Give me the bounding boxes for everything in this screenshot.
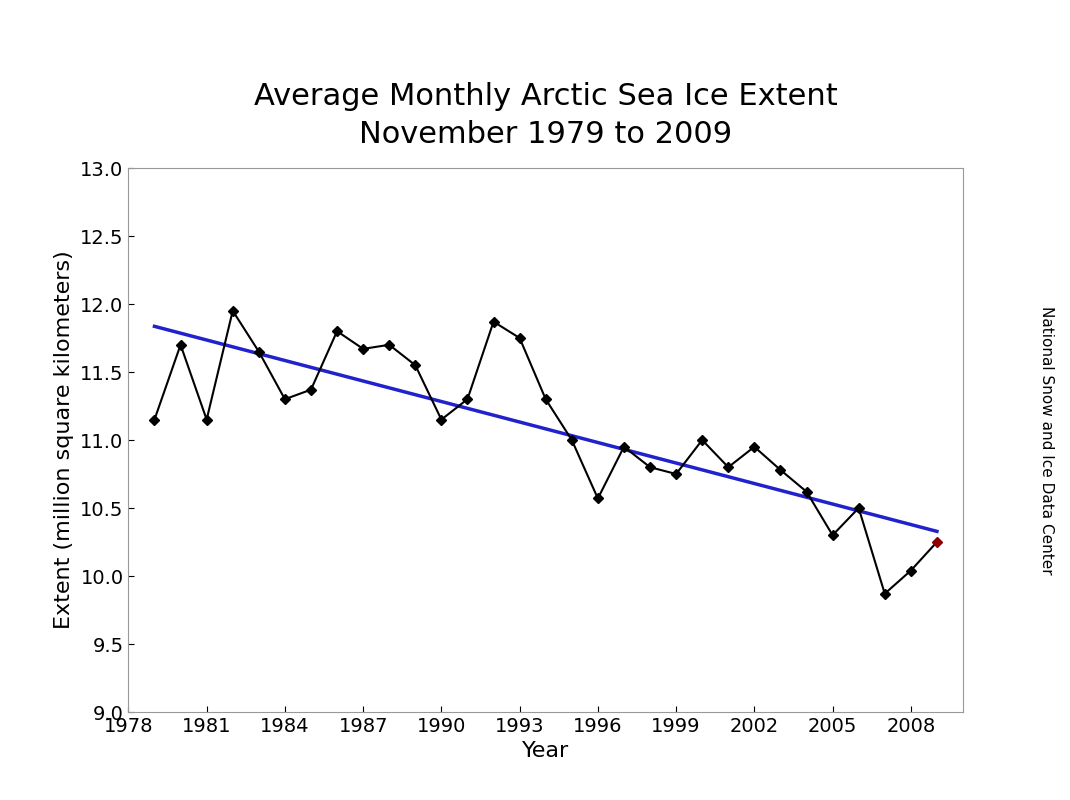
Title: Average Monthly Arctic Sea Ice Extent
November 1979 to 2009: Average Monthly Arctic Sea Ice Extent No… [254, 82, 838, 149]
X-axis label: Year: Year [522, 742, 569, 762]
Y-axis label: Extent (million square kilometers): Extent (million square kilometers) [55, 250, 75, 630]
Text: National Snow and Ice Data Center: National Snow and Ice Data Center [1039, 306, 1054, 574]
